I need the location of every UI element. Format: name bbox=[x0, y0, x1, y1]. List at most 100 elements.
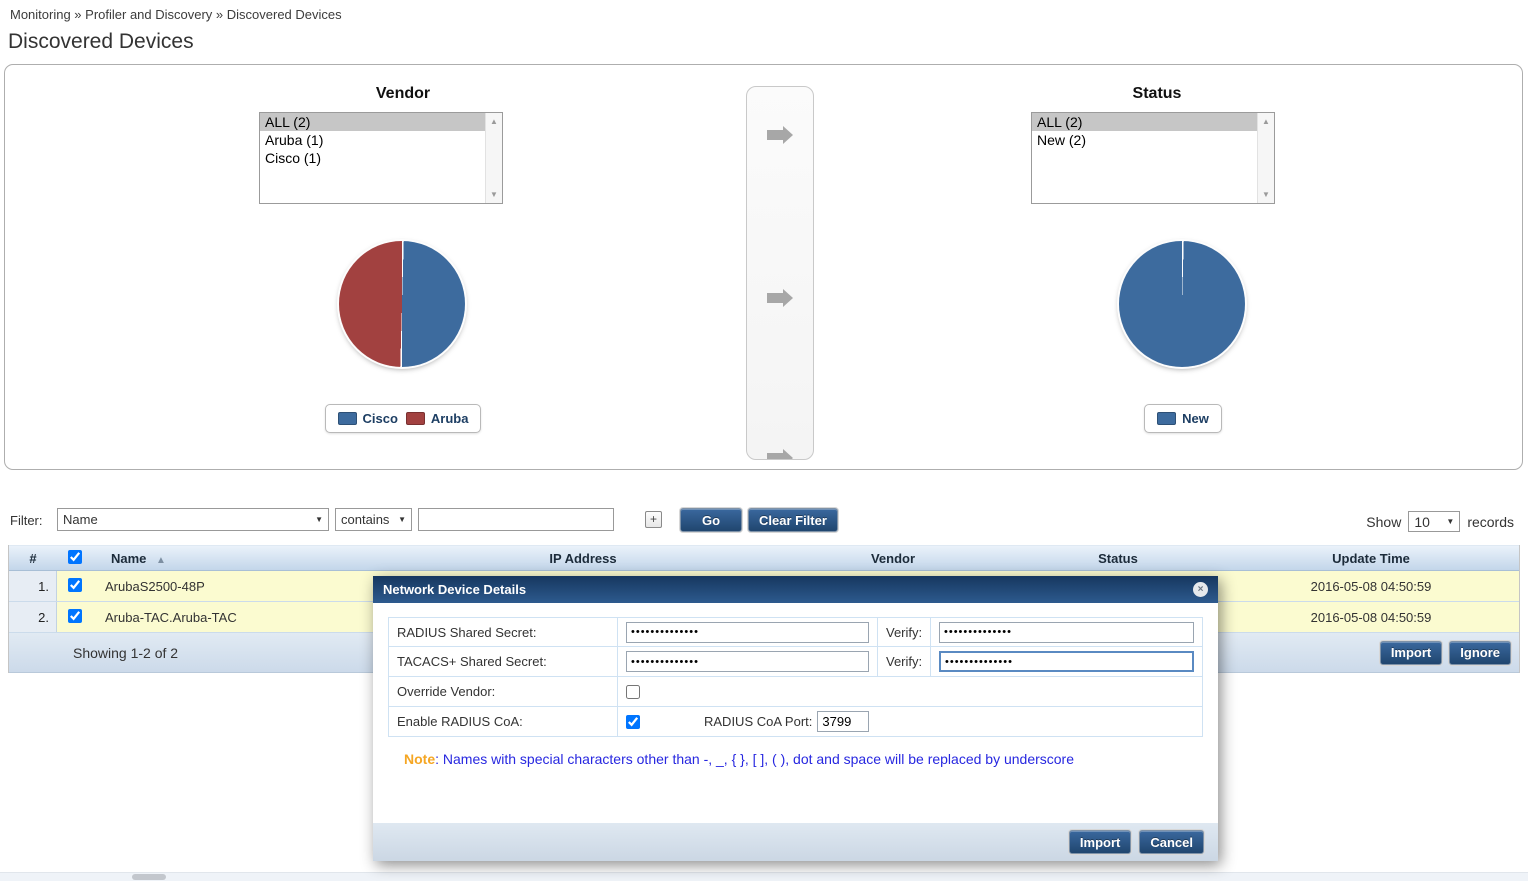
radius-secret-input[interactable] bbox=[626, 621, 869, 643]
go-button[interactable]: Go bbox=[680, 508, 742, 532]
override-vendor-label: Override Vendor: bbox=[397, 684, 496, 699]
tacacs-verify-label: Verify: bbox=[877, 647, 930, 676]
dialog-footer: Import Cancel bbox=[373, 823, 1218, 861]
scroll-up-icon[interactable]: ▲ bbox=[1262, 117, 1270, 126]
vendor-filter-listbox[interactable]: ALL (2) Aruba (1) Cisco (1) ▲ ▼ bbox=[259, 112, 503, 204]
row-checkbox-cell bbox=[57, 577, 93, 595]
legend-item-new[interactable]: New bbox=[1157, 411, 1209, 426]
show-records-value: 10 bbox=[1414, 513, 1430, 530]
new-swatch-icon bbox=[1157, 412, 1177, 425]
note-prefix: Note bbox=[404, 751, 436, 767]
aruba-swatch-icon bbox=[405, 412, 425, 425]
import-button[interactable]: Import bbox=[1379, 640, 1443, 665]
device-name-cell[interactable]: Aruba-TAC.Aruba-TAC bbox=[105, 609, 237, 625]
scrollbar-thumb[interactable] bbox=[132, 874, 166, 880]
column-header-status[interactable]: Status bbox=[1098, 550, 1138, 566]
coa-port-label: RADIUS CoA Port: bbox=[704, 714, 813, 729]
column-header-update-time[interactable]: Update Time bbox=[1332, 550, 1410, 566]
name-header-label: Name bbox=[111, 550, 147, 566]
breadcrumb[interactable]: Monitoring » Profiler and Discovery » Di… bbox=[10, 7, 342, 22]
charts-panel: Vendor ALL (2) Aruba (1) Cisco (1) ▲ ▼ C… bbox=[4, 64, 1523, 470]
network-device-details-dialog: Network Device Details × RADIUS Shared S… bbox=[373, 576, 1218, 861]
vendor-pie-chart[interactable] bbox=[339, 241, 465, 367]
select-all-checkbox-cell bbox=[57, 549, 93, 567]
show-records-control: Show 10 ▼ records bbox=[1366, 511, 1514, 532]
tacacs-secret-row: TACACS+ Shared Secret: Verify: bbox=[388, 647, 1203, 677]
right-arrow-icon bbox=[767, 449, 793, 459]
radius-secret-row: RADIUS Shared Secret: Verify: bbox=[388, 617, 1203, 647]
radius-secret-label: RADIUS Shared Secret: bbox=[397, 624, 537, 640]
showing-count-label: Showing 1-2 of 2 bbox=[73, 644, 179, 661]
tacacs-secret-input[interactable] bbox=[626, 651, 869, 672]
records-label: records bbox=[1467, 513, 1514, 530]
horizontal-scrollbar[interactable] bbox=[0, 872, 1528, 881]
legend-item-cisco[interactable]: Cisco bbox=[337, 411, 398, 426]
show-records-select[interactable]: 10 ▼ bbox=[1408, 511, 1461, 532]
column-header-name[interactable]: Name ▲ bbox=[93, 551, 393, 566]
override-vendor-checkbox[interactable] bbox=[626, 684, 640, 699]
select-all-checkbox[interactable] bbox=[68, 549, 82, 564]
override-vendor-row: Override Vendor: bbox=[388, 677, 1203, 707]
scroll-up-icon[interactable]: ▲ bbox=[490, 117, 498, 126]
scroll-down-icon[interactable]: ▼ bbox=[1262, 190, 1270, 199]
page-title: Discovered Devices bbox=[8, 30, 194, 53]
right-arrow-icon bbox=[767, 126, 793, 144]
clear-filter-button[interactable]: Clear Filter bbox=[748, 508, 838, 532]
enable-coa-label: Enable RADIUS CoA: bbox=[397, 714, 523, 729]
legend-item-aruba[interactable]: Aruba bbox=[405, 411, 469, 426]
add-filter-button[interactable]: + bbox=[645, 511, 662, 528]
legend-label: Aruba bbox=[430, 411, 469, 426]
status-filter-listbox[interactable]: ALL (2) New (2) ▲ ▼ bbox=[1031, 112, 1275, 204]
status-option-all[interactable]: ALL (2) bbox=[1032, 113, 1257, 131]
row-checkbox[interactable] bbox=[68, 577, 82, 592]
ignore-button[interactable]: Ignore bbox=[1449, 640, 1511, 665]
dialog-cancel-button[interactable]: Cancel bbox=[1139, 830, 1204, 854]
dialog-title: Network Device Details bbox=[383, 582, 527, 597]
row-checkbox[interactable] bbox=[68, 608, 82, 623]
vendor-option-cisco[interactable]: Cisco (1) bbox=[265, 150, 322, 166]
row-number: 2. bbox=[9, 602, 57, 632]
vendor-option-aruba[interactable]: Aruba (1) bbox=[265, 132, 324, 148]
column-header-vendor[interactable]: Vendor bbox=[870, 550, 916, 566]
radius-verify-input[interactable] bbox=[939, 621, 1194, 643]
status-legend: New bbox=[1033, 404, 1333, 433]
legend-label: Cisco bbox=[362, 411, 398, 426]
filter-field-select[interactable]: Name ▼ bbox=[57, 508, 329, 531]
note-text: : Names with special characters other th… bbox=[435, 751, 1074, 767]
device-name-cell[interactable]: ArubaS2500-48P bbox=[105, 578, 205, 594]
filter-operator-select[interactable]: contains ▼ bbox=[335, 508, 412, 531]
vendor-chart-title: Vendor bbox=[375, 85, 431, 102]
radius-verify-label: Verify: bbox=[877, 618, 930, 646]
vendor-listbox-scrollbar[interactable]: ▲ ▼ bbox=[485, 113, 502, 203]
filter-value-input[interactable] bbox=[418, 508, 614, 531]
filter-operator-value: contains bbox=[341, 512, 390, 527]
scroll-down-icon[interactable]: ▼ bbox=[490, 190, 498, 199]
status-option-new[interactable]: New (2) bbox=[1037, 132, 1087, 148]
dialog-titlebar[interactable]: Network Device Details × bbox=[373, 576, 1218, 603]
filter-field-value: Name bbox=[63, 512, 98, 527]
status-pie-chart[interactable] bbox=[1119, 241, 1245, 367]
right-arrow-icon bbox=[767, 289, 793, 307]
row-checkbox-cell bbox=[57, 608, 93, 626]
device-update-time-cell: 2016-05-08 04:50:59 bbox=[1310, 578, 1432, 594]
enable-coa-checkbox[interactable] bbox=[626, 714, 640, 729]
table-header-row: # Name ▲ IP Address Vendor Status Update… bbox=[9, 545, 1519, 571]
dialog-import-button[interactable]: Import bbox=[1068, 830, 1132, 854]
sort-ascending-icon[interactable]: ▲ bbox=[156, 554, 166, 566]
vendor-legend: Cisco Aruba bbox=[253, 404, 553, 433]
status-listbox-scrollbar[interactable]: ▲ ▼ bbox=[1257, 113, 1274, 203]
chevron-down-icon: ▼ bbox=[1446, 517, 1455, 526]
close-icon[interactable]: × bbox=[1193, 582, 1208, 597]
enable-coa-row: Enable RADIUS CoA: RADIUS CoA Port: bbox=[388, 707, 1203, 737]
legend-label: New bbox=[1182, 411, 1209, 426]
cisco-swatch-icon bbox=[337, 412, 357, 425]
vendor-option-all[interactable]: ALL (2) bbox=[260, 113, 485, 131]
status-chart-title: Status bbox=[1132, 85, 1182, 102]
row-number: 1. bbox=[9, 571, 57, 601]
dialog-note: Note: Names with special characters othe… bbox=[388, 737, 1188, 769]
column-header-ip[interactable]: IP Address bbox=[549, 550, 617, 566]
tacacs-verify-input[interactable] bbox=[939, 651, 1194, 672]
show-label: Show bbox=[1366, 513, 1402, 530]
coa-port-input[interactable] bbox=[817, 711, 870, 732]
device-update-time-cell: 2016-05-08 04:50:59 bbox=[1310, 609, 1432, 625]
